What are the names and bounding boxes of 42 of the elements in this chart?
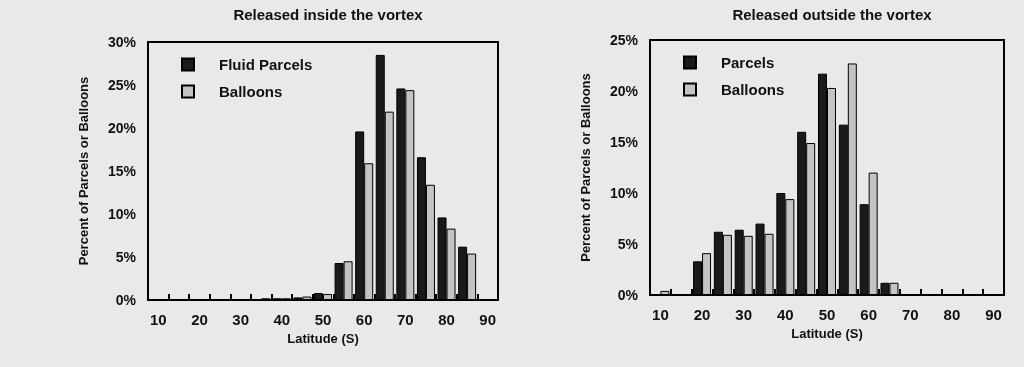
y-tick-label: 20% bbox=[609, 83, 639, 99]
x-tick-label: 50 bbox=[818, 306, 836, 323]
x-tick-label: 60 bbox=[355, 311, 373, 328]
x-tick-label: 80 bbox=[943, 306, 961, 323]
x-tick-label: 10 bbox=[149, 311, 167, 328]
x-tick-label: 80 bbox=[438, 311, 455, 328]
chart-title: Released inside the vortex bbox=[233, 6, 424, 23]
legend-label: Fluid Parcels bbox=[219, 56, 313, 73]
y-tick-label: 15% bbox=[107, 163, 137, 179]
y-tick-label: 0% bbox=[617, 287, 639, 303]
x-tick-label: 90 bbox=[985, 306, 1002, 323]
y-tick-label: 10% bbox=[107, 206, 137, 222]
x-tick-label: 20 bbox=[191, 311, 208, 328]
y-tick-label: 0% bbox=[115, 292, 137, 308]
x-tick-label: 50 bbox=[314, 311, 332, 328]
y-tick-label: 10% bbox=[609, 185, 639, 201]
x-tick-label: 40 bbox=[273, 311, 291, 328]
x-tick-label: 90 bbox=[479, 311, 497, 328]
y-axis-title: Percent of Parcels or Balloons bbox=[76, 76, 91, 266]
x-tick-label: 70 bbox=[901, 306, 919, 323]
x-tick-label: 30 bbox=[232, 311, 249, 328]
y-tick-label: 30% bbox=[107, 34, 137, 50]
legend-label: Parcels bbox=[721, 54, 775, 71]
x-tick-label: 70 bbox=[397, 311, 414, 328]
x-tick-label: 60 bbox=[860, 306, 877, 323]
legend-label: Balloons bbox=[721, 81, 785, 98]
y-tick-label: 20% bbox=[107, 120, 137, 136]
x-axis-title: Latitude (S) bbox=[791, 326, 863, 341]
x-tick-label: 30 bbox=[735, 306, 753, 323]
y-tick-label: 25% bbox=[609, 32, 639, 48]
legend-label: Balloons bbox=[219, 83, 283, 100]
y-tick-label: 25% bbox=[107, 77, 137, 93]
x-tick-label: 40 bbox=[777, 306, 794, 323]
y-tick-label: 5% bbox=[617, 236, 639, 252]
chart-title: Released outside the vortex bbox=[732, 6, 933, 23]
x-tick-label: 10 bbox=[652, 306, 669, 323]
x-tick-label: 20 bbox=[693, 306, 711, 323]
x-axis-title: Latitude (S) bbox=[287, 331, 359, 346]
y-axis-title: Percent of Parcels or Balloons bbox=[578, 73, 593, 262]
y-tick-label: 5% bbox=[115, 249, 137, 265]
bar bbox=[660, 290, 670, 295]
y-tick-label: 15% bbox=[609, 134, 639, 150]
